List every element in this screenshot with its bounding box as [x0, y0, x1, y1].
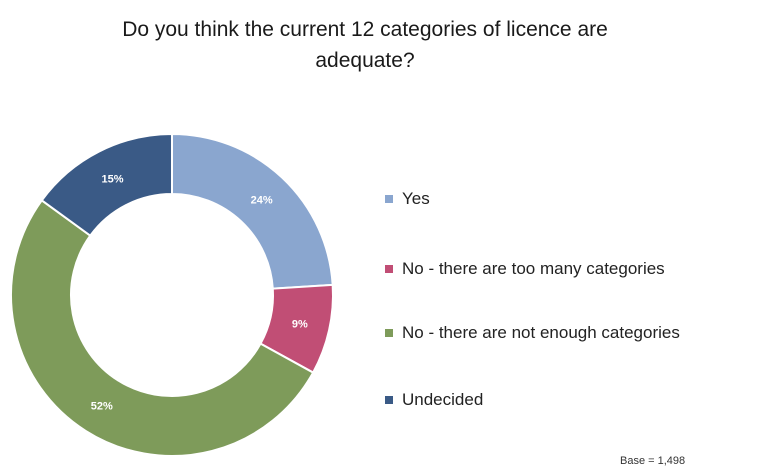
base-note: Base = 1,498 [620, 455, 686, 467]
legend-swatch-too-many [385, 265, 393, 273]
donut-slice-undecided [40, 132, 173, 238]
donut-slice-labels: 24% 9% 52% 15% [91, 173, 308, 412]
legend-item-not-enough: No - there are not enough categories [385, 320, 680, 346]
legend-item-undecided: Undecided [385, 387, 483, 413]
legend-swatch-undecided [385, 396, 393, 404]
legend-label-too-many: No - there are too many categories [402, 259, 665, 278]
legend-label-undecided: Undecided [402, 390, 484, 409]
donut-slices [10, 132, 334, 457]
chart-title: Do you think the current 12 categories o… [0, 14, 730, 76]
legend-label-yes: Yes [402, 189, 430, 208]
donut-slice-not-enough [10, 198, 315, 457]
slice-label-yes: 24% [251, 195, 273, 207]
chart-title-line-2: adequate? [315, 49, 415, 72]
legend-item-too-many: No - there are too many categories [385, 256, 665, 282]
slice-label-not-enough: 52% [91, 401, 113, 413]
legend-swatch-yes [385, 195, 393, 203]
donut-slice-yes [171, 132, 334, 290]
slice-label-too-many: 9% [292, 319, 308, 331]
slice-label-undecided: 15% [102, 173, 124, 185]
chart-title-line-1: Do you think the current 12 categories o… [122, 18, 608, 41]
legend-swatch-not-enough [385, 329, 393, 337]
legend-label-not-enough: No - there are not enough categories [402, 323, 680, 342]
legend-item-yes: Yes [385, 186, 430, 212]
